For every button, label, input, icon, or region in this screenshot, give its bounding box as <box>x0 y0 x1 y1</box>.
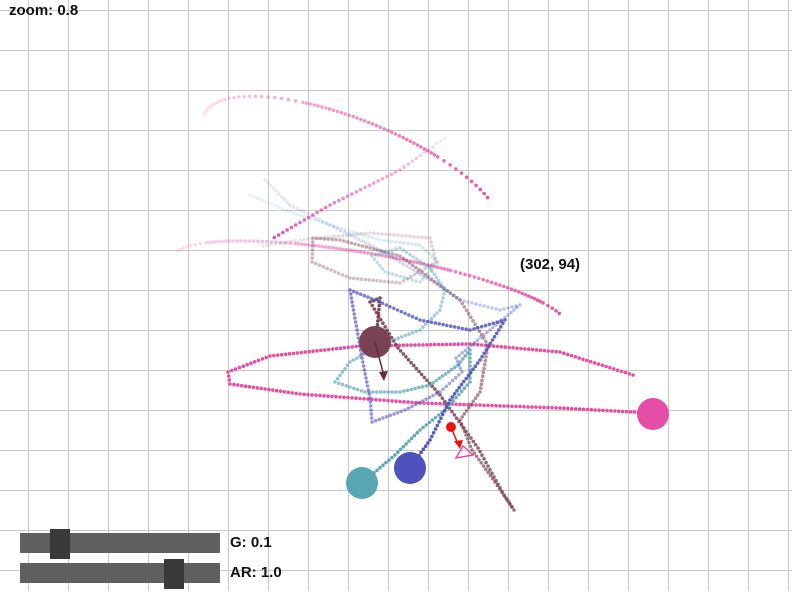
velocity-arrow-head <box>379 371 388 381</box>
pink-trail-tail <box>272 136 447 240</box>
blue-body[interactable] <box>394 452 426 484</box>
blue-trail <box>263 178 522 467</box>
velocity-arrow-line <box>374 341 385 377</box>
pink-trail-faint <box>201 94 490 200</box>
bodies-layer[interactable] <box>346 326 669 499</box>
g-slider-thumb[interactable] <box>50 529 70 559</box>
marker-arrow-head <box>454 440 463 449</box>
ar-value-label: AR: 1.0 <box>230 564 282 581</box>
pink-trail-lower <box>226 342 648 415</box>
orbit-trails <box>175 94 648 512</box>
ar-slider-track[interactable] <box>20 559 220 589</box>
g-value-label: G: 0.1 <box>230 534 272 551</box>
small-triangle-marker <box>454 444 475 460</box>
cursor-coordinates-label: (302, 94) <box>520 256 581 273</box>
pink-trail-upper <box>175 239 562 316</box>
g-slider-track[interactable] <box>20 529 220 559</box>
zoom-label: zoom: 0.8 <box>9 2 79 19</box>
ar-slider-thumb[interactable] <box>164 559 184 589</box>
teal-body[interactable] <box>346 467 378 499</box>
pink-body[interactable] <box>637 398 669 430</box>
maroon-trail <box>261 231 516 512</box>
